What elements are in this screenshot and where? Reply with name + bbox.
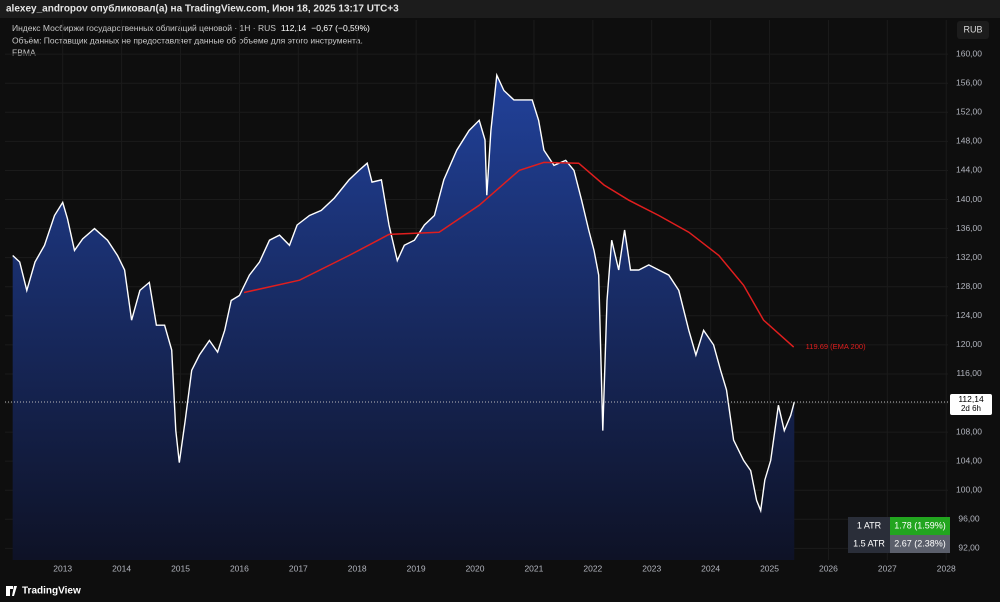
y-tick-label: 160,00 (956, 48, 982, 58)
y-tick-label: 92,00 (958, 543, 980, 553)
x-tick-label: 2021 (524, 563, 543, 573)
atr-value: 1.78 (1.59%) (894, 520, 946, 530)
x-tick-label: 2018 (348, 563, 367, 573)
x-tick-label: 2027 (878, 563, 897, 573)
atr-value: 2.67 (2.38%) (894, 538, 946, 548)
price-line (12, 72, 795, 514)
y-tick-label: 156,00 (956, 77, 982, 87)
legend-title: Индекс Мосбиржи государственных облигаци… (12, 23, 370, 33)
brand: TradingView (22, 586, 81, 597)
y-tick-label: 96,00 (958, 514, 980, 524)
y-tick-label: 104,00 (956, 455, 982, 465)
x-tick-label: 2020 (466, 563, 485, 573)
publisher: alexey_andropov опубликовал(а) на Tradin… (6, 3, 399, 15)
atr-cell (848, 517, 890, 535)
logo (6, 586, 17, 596)
change: −0,67 (−0,59%) (311, 23, 370, 33)
y-tick-label: 152,00 (956, 107, 982, 117)
x-tick-label: 2028 (937, 563, 956, 573)
x-tick-label: 2026 (819, 563, 838, 573)
last-price-label: 112,14 (958, 394, 984, 404)
x-tick-label: 2017 (289, 563, 308, 573)
y-tick-label: 140,00 (956, 194, 982, 204)
atr-cell (848, 535, 890, 553)
ema-line (243, 161, 795, 348)
x-tick-label: 2016 (230, 563, 249, 573)
subtitle: Объём: Поставщик данных не предоставляет… (12, 35, 363, 45)
x-tick-label: 2019 (407, 563, 426, 573)
y-tick-label: 124,00 (956, 310, 982, 320)
currency[interactable]: RUB (963, 24, 982, 34)
area-fill (12, 75, 795, 560)
ema-label: 119.69 (EMA 200) (806, 342, 866, 351)
y-tick-label: 116,00 (956, 368, 982, 378)
footer-bar (0, 580, 1000, 602)
x-tick-label: 2022 (583, 563, 602, 573)
x-tick-label: 2023 (642, 563, 661, 573)
indicator: FBMA (12, 47, 36, 57)
atr-table: 1 ATR 1.78 (1.59%) 1.5 ATR 2.67 (2.38%) (848, 517, 950, 553)
y-tick-label: 148,00 (956, 136, 982, 146)
atr-label: 1.5 ATR (853, 538, 885, 548)
atr-cell (890, 535, 950, 553)
x-tick-label: 2014 (112, 563, 131, 573)
y-tick-label: 100,00 (956, 484, 982, 494)
x-tick-label: 2013 (53, 563, 72, 573)
x-tick-label: 2024 (701, 563, 720, 573)
x-tick-label: 2025 (760, 563, 779, 573)
currency-button[interactable] (957, 21, 989, 39)
y-tick-label: 144,00 (956, 165, 982, 175)
y-tick-label: 108,00 (956, 426, 982, 436)
atr-cell (890, 517, 950, 535)
title: Индекс Мосбиржи государственных облигаци… (12, 23, 276, 33)
top-bar (0, 0, 1000, 18)
y-tick-label: 128,00 (956, 281, 982, 291)
y-tick-label: 132,00 (956, 252, 982, 262)
last-price-box (950, 393, 992, 415)
last-price: 112,14 (281, 23, 307, 33)
x-tick-label: 2015 (171, 563, 190, 573)
last-price-age: 2d 6h (961, 404, 981, 413)
y-tick-label: 120,00 (956, 339, 982, 349)
y-tick-label: 136,00 (956, 223, 982, 233)
atr-label: 1 ATR (857, 520, 882, 530)
